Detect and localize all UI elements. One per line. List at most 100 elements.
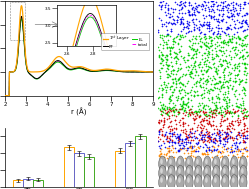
Point (165, 66, 169, 69)
Point (166, 75, 170, 78)
Point (191, 138, 195, 141)
Point (161, 124, 165, 127)
Point (178, 37, 182, 40)
Point (232, 5, 236, 9)
Point (167, 114, 171, 117)
Point (186, 98, 190, 101)
Point (196, 109, 200, 112)
Point (171, 68, 175, 71)
Point (194, 23, 198, 26)
Point (180, 117, 184, 120)
Point (205, 69, 209, 72)
Point (212, 108, 216, 112)
Point (243, 0, 247, 3)
Circle shape (214, 159, 217, 164)
Point (163, 146, 167, 149)
Point (181, 17, 185, 20)
Point (231, 3, 235, 6)
Point (206, 135, 210, 138)
Point (185, 82, 188, 85)
Point (170, 145, 174, 148)
Point (239, 26, 243, 29)
Point (217, 49, 221, 52)
Point (212, 86, 216, 89)
Point (202, 69, 206, 72)
Point (160, 33, 164, 36)
Point (225, 130, 229, 133)
Point (160, 106, 164, 109)
Point (218, 33, 222, 36)
Point (182, 3, 186, 6)
Point (200, 134, 204, 137)
Point (178, 138, 182, 141)
Point (236, 120, 240, 123)
Point (187, 65, 191, 68)
Point (211, 124, 215, 127)
Point (243, 28, 247, 31)
Point (190, 12, 194, 15)
Point (222, 78, 226, 81)
Point (232, 127, 236, 130)
Point (234, 150, 238, 153)
Point (234, 37, 238, 40)
Point (225, 106, 229, 109)
Point (210, 52, 214, 55)
Point (241, 58, 245, 61)
Point (168, 94, 172, 97)
Point (229, 40, 233, 43)
Point (240, 79, 244, 82)
Circle shape (223, 177, 226, 183)
1$^{st}$ Layer (20, 5, 23, 7)
Point (235, 18, 239, 21)
Point (236, 117, 240, 120)
Point (160, 133, 164, 136)
Point (210, 97, 214, 100)
Circle shape (205, 177, 208, 183)
Point (233, 120, 237, 123)
Point (186, 100, 190, 103)
Point (222, 147, 226, 150)
Point (223, 93, 227, 96)
Point (179, 19, 183, 22)
Point (182, 143, 186, 146)
Point (220, 6, 224, 9)
Point (225, 84, 229, 87)
Point (240, 79, 244, 82)
Point (160, 110, 164, 113)
Point (166, 7, 170, 10)
Point (231, 46, 235, 49)
Point (220, 19, 224, 22)
Point (224, 112, 228, 115)
Point (213, 70, 217, 73)
Point (207, 107, 211, 110)
LL (152, 71, 155, 73)
Circle shape (196, 159, 199, 164)
Point (207, 136, 211, 139)
Point (183, 108, 187, 112)
Point (192, 83, 196, 86)
Point (162, 156, 166, 159)
Point (204, 14, 208, 17)
Point (203, 32, 207, 35)
Point (235, 79, 239, 82)
Point (223, 90, 227, 93)
Circle shape (168, 175, 175, 189)
Point (241, 140, 245, 143)
Point (206, 121, 210, 124)
Point (162, 142, 166, 145)
Point (160, 60, 164, 63)
Point (195, 110, 199, 113)
Circle shape (231, 156, 238, 172)
Point (176, 97, 180, 100)
Point (243, 80, 247, 83)
Point (235, 74, 239, 77)
Point (172, 140, 176, 143)
Point (204, 83, 208, 86)
Point (177, 149, 181, 152)
Point (214, 55, 218, 58)
Point (214, 35, 218, 38)
Point (167, 15, 171, 19)
Point (193, 41, 197, 44)
Point (208, 138, 212, 141)
Point (228, 76, 232, 79)
